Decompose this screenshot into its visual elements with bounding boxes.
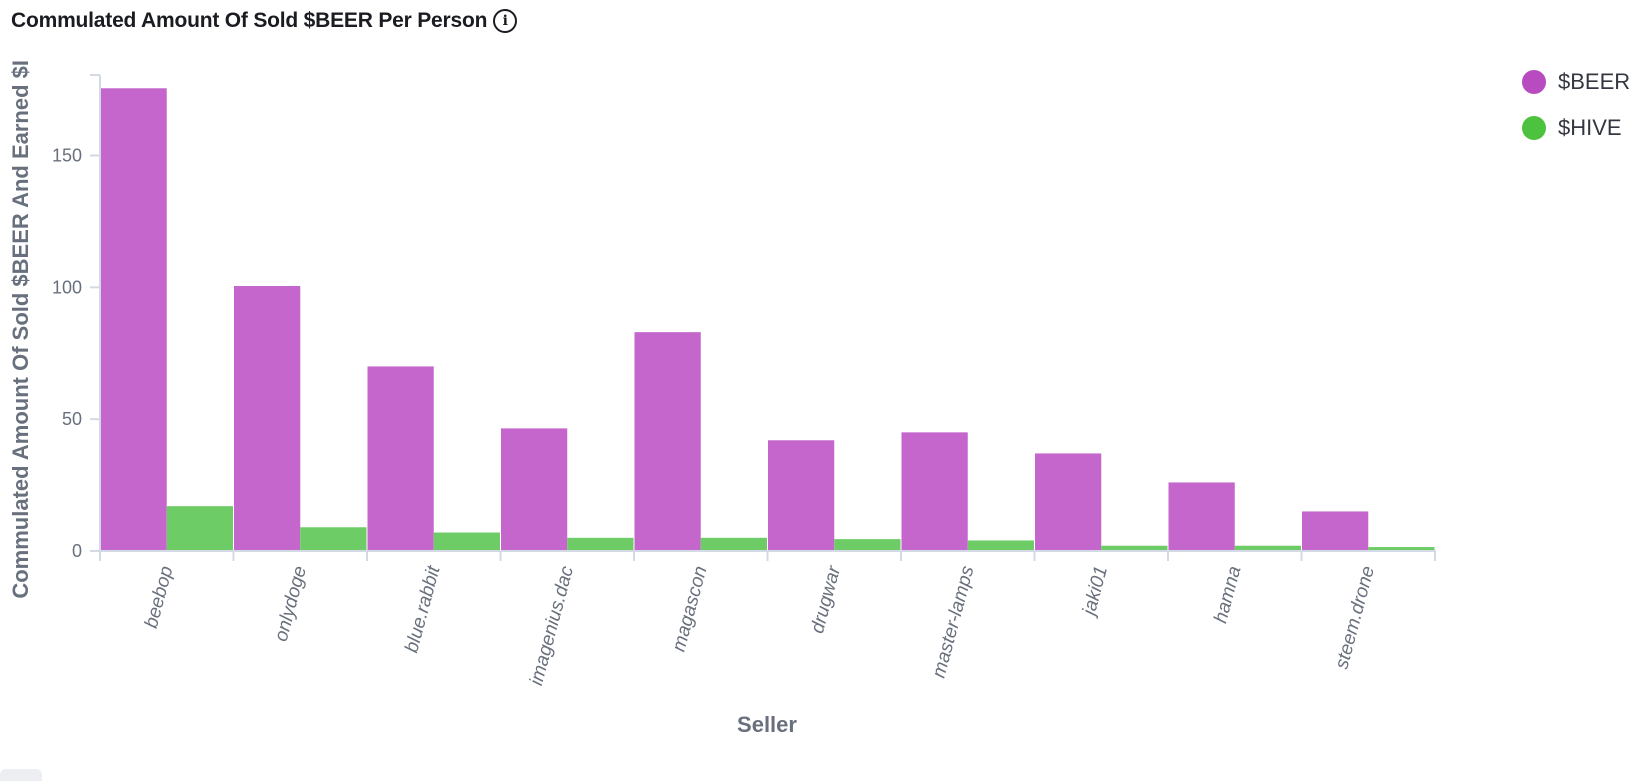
chart-header: Commulated Amount Of Sold $BEER Per Pers… [11, 6, 518, 36]
bar-hive-steem.drone[interactable] [1368, 547, 1435, 551]
legend-item-hive[interactable]: $HIVE [1522, 115, 1630, 140]
x-tick-label-steem.drone: steem.drone [1331, 564, 1379, 671]
x-tick-label-onlydoge: onlydoge [271, 564, 311, 644]
x-tick-label-drugwar: drugwar [807, 563, 845, 635]
y-tick-label: 0 [72, 541, 82, 561]
bar-beer-beebop[interactable] [100, 88, 167, 551]
panel-corner-tab [0, 769, 42, 781]
bar-beer-magascon[interactable] [634, 332, 701, 551]
bar-beer-hamna[interactable] [1168, 482, 1235, 551]
y-ticks: 0 50 100 150 [52, 146, 100, 561]
bar-beer-steem.drone[interactable] [1302, 511, 1369, 551]
info-circle-icon[interactable]: i [493, 9, 518, 33]
bar-beer-jaki01[interactable] [1035, 453, 1102, 551]
bar-beer-blue.rabbit[interactable] [367, 366, 434, 551]
chart-title: Commulated Amount Of Sold $BEER Per Pers… [11, 9, 488, 32]
x-ticks: beebop onlydoge blue.rabbit imagenius.dac ma… [99, 551, 1436, 688]
bar-beer-drugwar[interactable] [768, 440, 835, 551]
x-tick-label-magascon: magascon [669, 564, 712, 654]
x-tick-label-hamna: hamna [1210, 564, 1245, 626]
x-tick-label-blue.rabbit: blue.rabbit [401, 563, 444, 655]
bar-hive-beebop[interactable] [166, 506, 233, 551]
bar-beer-onlydoge[interactable] [234, 286, 301, 551]
bar-hive-drugwar[interactable] [834, 539, 901, 551]
y-axis-title: Commulated Amount Of Sold $BEER And Earn… [8, 60, 33, 599]
bar-beer-imagenius.dac[interactable] [501, 428, 568, 551]
x-tick-label-beebop: beebop [141, 564, 178, 631]
legend-label-hive: $HIVE [1558, 115, 1622, 140]
legend: $BEER $HIVE [1522, 69, 1631, 162]
y-tick-label: 50 [62, 409, 82, 429]
legend-label-beer: $BEER [1558, 69, 1631, 94]
bar-hive-magascon[interactable] [700, 537, 767, 551]
y-tick-label: 100 [52, 277, 82, 297]
bar-hive-blue.rabbit[interactable] [433, 532, 500, 551]
bar-hive-hamna[interactable] [1234, 545, 1301, 551]
bar-hive-onlydoge[interactable] [300, 527, 367, 551]
bar-beer-master-lamps[interactable] [901, 432, 968, 551]
legend-dot-hive [1522, 116, 1546, 140]
bar-hive-master-lamps[interactable] [967, 540, 1034, 551]
bars-layer [100, 88, 1435, 551]
bar-hive-jaki01[interactable] [1101, 545, 1168, 551]
x-tick-label-master-lamps: master-lamps [929, 563, 979, 680]
x-tick-label-jaki01: jaki01 [1078, 564, 1112, 620]
y-tick-label: 150 [52, 146, 82, 166]
x-tick-label-imagenius.dac: imagenius.dac [526, 563, 578, 687]
legend-item-beer[interactable]: $BEER [1522, 69, 1631, 94]
x-axis-title: Seller [737, 712, 797, 737]
bar-hive-imagenius.dac[interactable] [567, 537, 634, 551]
legend-dot-beer [1522, 70, 1546, 94]
